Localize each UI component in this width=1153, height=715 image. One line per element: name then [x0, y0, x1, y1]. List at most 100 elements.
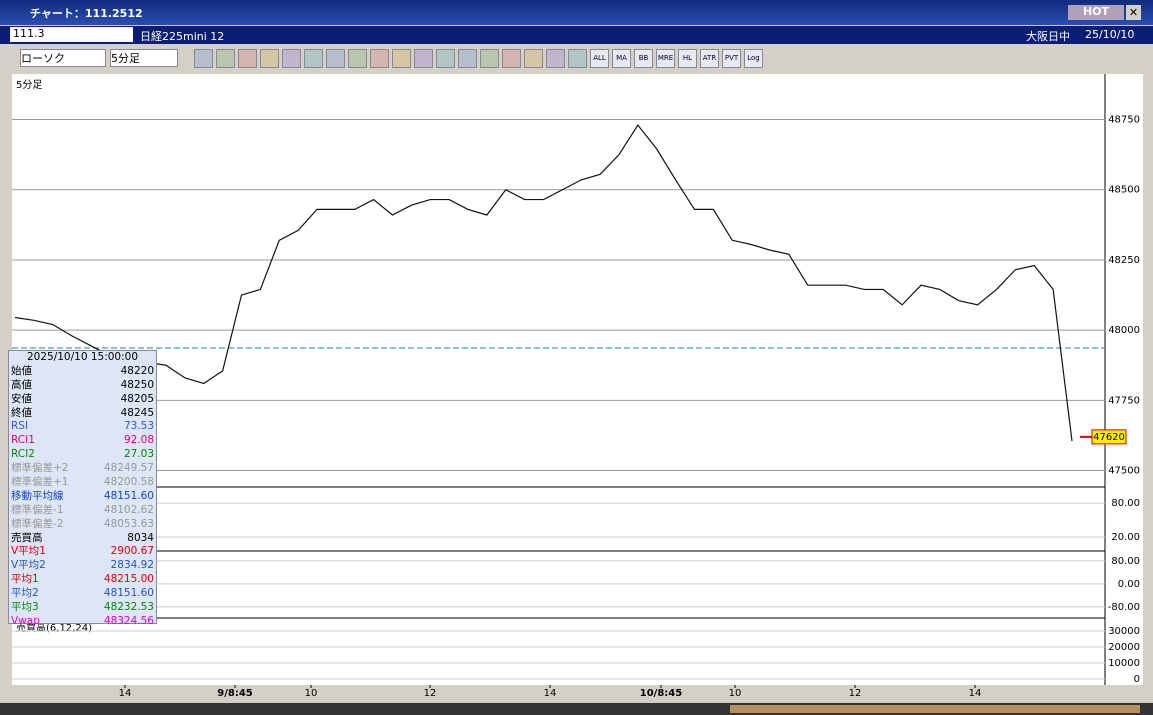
info-label: V平均2	[11, 559, 46, 572]
y-tick-label: 48750	[1108, 115, 1140, 126]
plot-bg	[12, 74, 1105, 685]
info-row: V平均2 2834.92	[9, 559, 156, 573]
info-label: 高値	[11, 378, 32, 391]
x-tick-label: 10	[305, 688, 318, 699]
close-button[interactable]: ✕	[1126, 5, 1141, 20]
info-value: 48102.62	[103, 503, 154, 516]
info-row: 標準偏差+2 48249.57	[9, 462, 156, 476]
info-value: 2834.92	[110, 559, 154, 572]
info-value: 48250	[120, 378, 154, 391]
chart-type-select[interactable]: ローソク	[20, 49, 106, 67]
info-row: RCI2 27.03	[9, 448, 156, 462]
symbol-bar: 111.3 日経225mini 12 大阪日中 25/10/10	[0, 26, 1153, 44]
info-label: 標準偏差-2	[11, 517, 64, 530]
info-value: 48220	[120, 364, 154, 377]
info-value: 48232.53	[103, 601, 154, 614]
info-row: RCI1 92.08	[9, 434, 156, 448]
info-panel: 2025/10/10 15:00:00 始値 48220 高値 48250 安値 4820…	[8, 350, 157, 627]
y-tick-label: -80.00	[1108, 602, 1140, 613]
scroll-thumb[interactable]	[730, 705, 1140, 713]
info-row: RSI 73.53	[9, 420, 156, 434]
info-label: 標準偏差-1	[11, 503, 64, 516]
info-value: 48249.57	[103, 462, 154, 475]
tool-icon[interactable]	[546, 49, 565, 68]
x-tick-label: 12	[424, 688, 437, 699]
info-label: RCI2	[11, 448, 35, 461]
x-tick-label: 12	[849, 688, 862, 699]
y-tick-label: 30000	[1108, 626, 1140, 637]
y-tick-label: 20.00	[1111, 532, 1140, 543]
tool-icon[interactable]	[326, 49, 345, 68]
y-tick-label: 0.00	[1118, 579, 1140, 590]
y-tick-label: 48000	[1108, 325, 1140, 336]
tool-icon[interactable]	[238, 49, 257, 68]
info-label: V平均1	[11, 545, 46, 558]
scrollbar[interactable]	[0, 703, 1153, 715]
info-label: 標準偏差+2	[11, 462, 69, 475]
tool-icon[interactable]	[304, 49, 323, 68]
info-value: 73.53	[123, 420, 154, 433]
panel-label: 5分足	[16, 79, 42, 91]
price-marker-box	[1091, 429, 1127, 445]
tool-icon[interactable]	[194, 49, 213, 68]
info-row: Vwap 48324.56	[9, 615, 156, 629]
icon-row: ALL MA BB MRE HL ATR PVT Log	[194, 49, 766, 68]
info-value: 48215.00	[103, 573, 154, 586]
y-tick-label: 80.00	[1111, 498, 1140, 509]
tool-icon[interactable]	[216, 49, 235, 68]
info-value: 2900.67	[110, 545, 154, 558]
tool-icon[interactable]	[458, 49, 477, 68]
x-tick-label: 9/8:45	[217, 688, 253, 699]
info-value: 48245	[120, 406, 154, 419]
info-row: 高値 48250	[9, 379, 156, 393]
code-input[interactable]: 111.3	[10, 27, 133, 42]
tool-icon[interactable]: BB	[634, 49, 653, 68]
tool-icon[interactable]	[568, 49, 587, 68]
tool-icon[interactable]	[348, 49, 367, 68]
hot-button[interactable]: HOT	[1068, 5, 1124, 20]
tool-icon[interactable]	[524, 49, 543, 68]
tool-icon[interactable]: PVT	[722, 49, 741, 68]
info-value: 48324.56	[103, 614, 154, 627]
y-tick-label: 47500	[1108, 466, 1140, 477]
info-label: 移動平均線	[11, 489, 64, 502]
info-label: RSI	[11, 420, 29, 433]
info-row: 終値 48245	[9, 407, 156, 421]
x-tick-label: 14	[969, 688, 982, 699]
info-row: V平均1 2900.67	[9, 545, 156, 559]
symbol-name: 日経225mini 12	[140, 30, 225, 43]
tool-icon[interactable]: Log	[744, 49, 763, 68]
tool-icon[interactable]: HL	[678, 49, 697, 68]
info-value: 48205	[120, 392, 154, 405]
x-tick-label: 10/8:45	[640, 688, 682, 699]
tool-icon[interactable]	[502, 49, 521, 68]
info-value: 92.08	[123, 434, 154, 447]
info-datetime: 2025/10/10 15:00:00	[26, 351, 138, 363]
tool-icon[interactable]	[480, 49, 499, 68]
info-value: 8034	[127, 531, 154, 544]
tool-icon[interactable]: ALL	[590, 49, 609, 68]
info-value: 48053.63	[103, 517, 154, 530]
info-row: 平均1 48215.00	[9, 573, 156, 587]
y-tick-label: 20000	[1108, 642, 1140, 653]
info-label: 終値	[11, 406, 32, 419]
tool-icon[interactable]	[392, 49, 411, 68]
tool-icon[interactable]	[414, 49, 433, 68]
date: 25/10/10	[1085, 28, 1135, 41]
info-label: RCI1	[11, 434, 35, 447]
tool-icon[interactable]	[370, 49, 389, 68]
info-row: 平均2 48151.60	[9, 587, 156, 601]
info-value: 48200.58	[103, 476, 154, 489]
tool-icon[interactable]: MRE	[656, 49, 675, 68]
tool-icon[interactable]: MA	[612, 49, 631, 68]
y-tick-label: 10000	[1108, 658, 1140, 669]
tool-icon[interactable]	[282, 49, 301, 68]
info-row: 売買高 8034	[9, 532, 156, 546]
interval-select[interactable]: 5分足	[110, 49, 178, 67]
info-label: Vwap	[11, 614, 40, 627]
info-label: 始値	[11, 364, 32, 377]
tool-icon[interactable]: ATR	[700, 49, 719, 68]
tool-icon[interactable]	[436, 49, 455, 68]
tool-icon[interactable]	[260, 49, 279, 68]
